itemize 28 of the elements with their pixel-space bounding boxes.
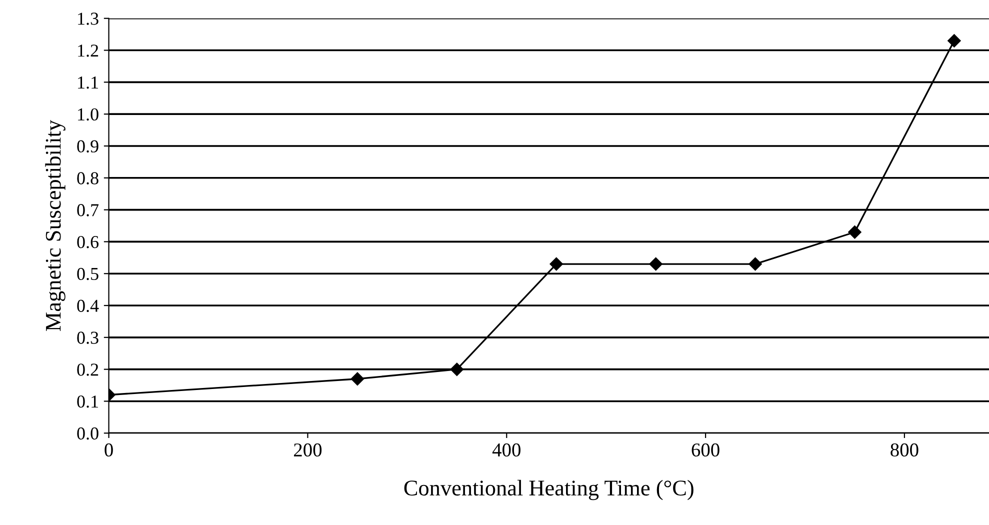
point	[649, 257, 662, 271]
y-axis-title: Magnetic Susceptibility	[45, 120, 66, 331]
x-tick-label: 800	[890, 443, 918, 457]
y-tick-label: 0.2	[77, 364, 98, 376]
point	[748, 257, 762, 271]
y-tick-label: 1.3	[78, 12, 98, 25]
y-tick-label: 1.2	[78, 44, 98, 57]
x-tick-label: 600	[692, 443, 720, 457]
point	[350, 372, 364, 386]
x-tick-label: 200	[294, 443, 322, 457]
x-axis-title: Conventional Heating Time (°C)	[404, 480, 694, 500]
y-tick-label: 0.8	[77, 172, 98, 184]
y-tick-label: 0.3	[77, 332, 98, 344]
point	[948, 34, 961, 48]
x-tick-label: 400	[492, 443, 520, 457]
y-tick-label: 1.0	[78, 108, 98, 121]
point	[550, 257, 563, 271]
y-tick-label: 0.9	[77, 140, 98, 153]
y-tick-label: 0.4	[77, 300, 99, 312]
y-tick-label: 0.6	[77, 236, 99, 248]
point	[848, 226, 862, 239]
x-tick-label: 0	[104, 443, 113, 457]
y-tick-label: 0.5	[77, 268, 98, 280]
y-tick-label: 0.7	[77, 204, 99, 216]
y-tick-label: 0.0	[77, 427, 98, 440]
y-tick-label: 1.1	[78, 76, 98, 89]
point	[450, 362, 464, 376]
y-tick-label: 0.1	[77, 395, 98, 408]
